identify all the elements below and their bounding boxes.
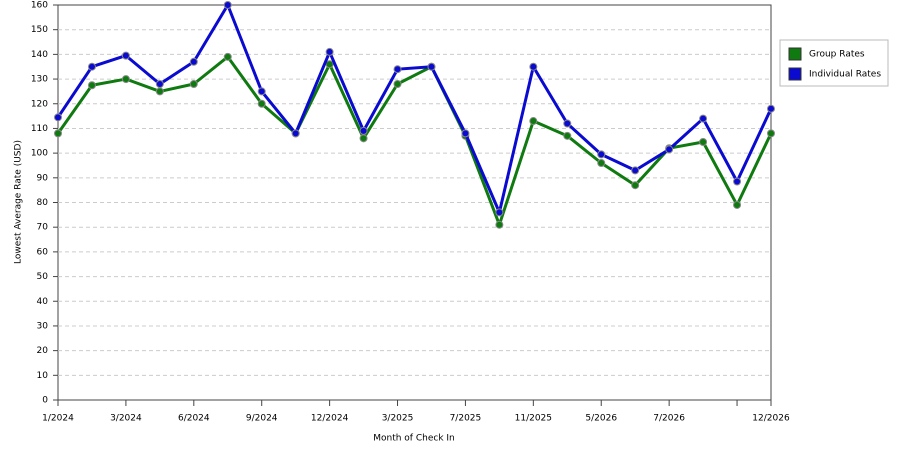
- data-point: [223, 1, 232, 9]
- y-axis-label: Lowest Average Rate (USD): [14, 140, 24, 264]
- data-point: [427, 62, 436, 71]
- x-axis-label: Month of Check In: [373, 434, 455, 444]
- data-point: [223, 52, 232, 61]
- data-point: [189, 80, 198, 88]
- legend-swatch: [788, 67, 802, 81]
- data-point: [597, 150, 606, 159]
- data-point: [325, 60, 334, 69]
- legend-label: Group Rates: [809, 50, 865, 60]
- y-tick-label: 120: [31, 99, 48, 109]
- y-tick-label: 110: [31, 124, 48, 134]
- series-line: [56, 3, 773, 214]
- data-point: [563, 119, 572, 128]
- y-tick-label: 80: [37, 198, 49, 208]
- data-point: [87, 81, 96, 90]
- data-point: [597, 159, 606, 167]
- data-point: [54, 113, 62, 122]
- y-tick-label: 10: [37, 371, 49, 381]
- legend-label: Individual Rates: [809, 70, 881, 80]
- y-tick-label: 90: [37, 173, 49, 183]
- x-tick-label: 3/2025: [382, 414, 414, 424]
- x-tick-label: 9/2024: [246, 414, 278, 424]
- data-point: [699, 114, 708, 123]
- y-tick-label: 130: [31, 75, 48, 85]
- data-point: [631, 166, 640, 175]
- data-point: [121, 51, 130, 60]
- y-tick-label: 60: [37, 247, 49, 257]
- data-point: [461, 129, 470, 138]
- data-point: [529, 117, 538, 126]
- data-point: [495, 208, 504, 217]
- y-tick-label: 20: [37, 346, 49, 356]
- data-point: [563, 131, 572, 140]
- data-point: [665, 145, 674, 154]
- data-point: [189, 57, 198, 66]
- data-point: [257, 87, 266, 96]
- x-tick-label: 1/2024: [42, 414, 74, 424]
- plot-area: [57, 4, 772, 401]
- data-point: [87, 62, 96, 71]
- y-tick-label: 30: [37, 321, 49, 331]
- data-point: [121, 75, 130, 84]
- x-tick-label: 3/2024: [110, 414, 142, 424]
- data-point: [291, 129, 300, 138]
- data-point: [699, 138, 708, 147]
- data-point: [54, 129, 62, 138]
- data-point: [767, 104, 775, 113]
- y-tick-label: 160: [31, 1, 48, 11]
- legend-swatch: [788, 47, 802, 61]
- x-tick-label: 12/2026: [752, 414, 790, 424]
- data-point: [325, 47, 334, 56]
- y-tick-label: 150: [31, 25, 48, 35]
- data-point: [631, 181, 640, 190]
- data-point: [733, 200, 742, 209]
- y-tick-label: 70: [37, 223, 49, 233]
- x-tick-label: 6/2024: [178, 414, 210, 424]
- data-point: [393, 80, 402, 88]
- x-tick-label: 7/2025: [450, 414, 482, 424]
- data-point: [495, 220, 504, 229]
- data-point: [359, 134, 368, 143]
- y-tick-label: 140: [31, 50, 48, 60]
- data-point: [393, 65, 402, 74]
- y-tick-label: 50: [37, 272, 49, 282]
- y-tick-label: 40: [37, 297, 49, 307]
- data-point: [155, 87, 164, 96]
- x-tick-label: 12/2024: [311, 414, 349, 424]
- x-tick-label: 5/2026: [585, 414, 617, 424]
- data-point: [359, 126, 368, 135]
- x-tick-label: 11/2025: [515, 414, 552, 424]
- data-point: [767, 129, 775, 138]
- data-point: [733, 177, 742, 186]
- data-point: [529, 62, 538, 71]
- y-tick-label: 0: [42, 396, 48, 406]
- y-tick-label: 100: [31, 149, 48, 159]
- x-tick-label: 7/2026: [653, 414, 685, 424]
- series-line: [56, 55, 773, 227]
- data-point: [155, 80, 164, 88]
- data-point: [257, 99, 266, 108]
